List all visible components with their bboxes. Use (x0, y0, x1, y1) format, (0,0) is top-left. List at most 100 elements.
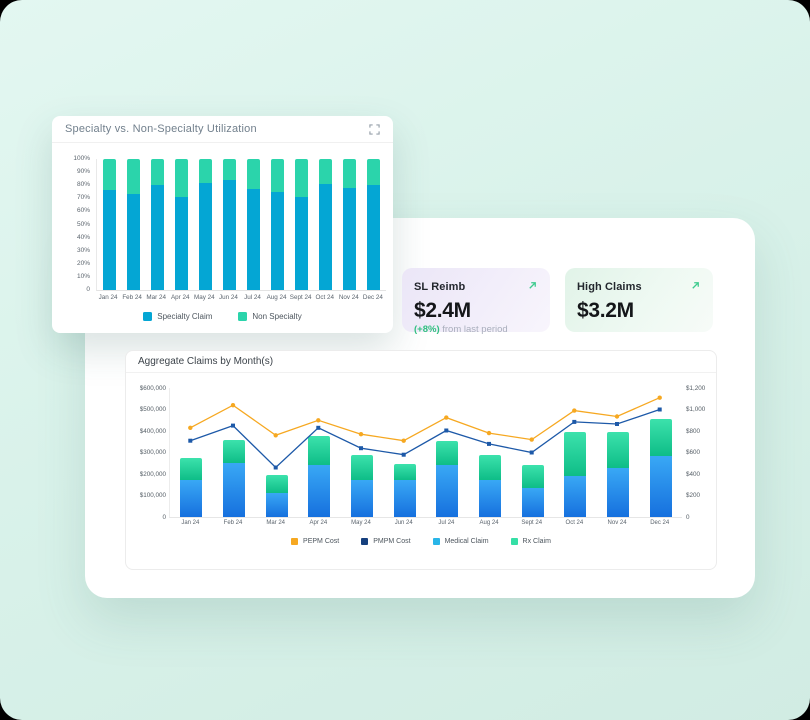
medical-claim-segment (351, 480, 374, 517)
x-tick-label: Jul 24 (244, 294, 261, 301)
x-tick-label: Nov 24 (607, 520, 627, 526)
y-tick-label: $400 (686, 470, 701, 478)
rx-claim-segment (180, 457, 203, 481)
y-tick-label: 0 (686, 513, 690, 521)
aggregate-claims-card: Aggregate Claims by Month(s) $600,000 $50… (125, 350, 717, 570)
non-specialty-segment (247, 159, 260, 190)
medical-claim-segment (393, 480, 416, 517)
stacked-bar (607, 432, 630, 517)
y-tick-label: 10% (76, 272, 90, 280)
y-tick-label: 30% (76, 246, 90, 254)
bar-group (298, 388, 341, 517)
medical-claim-segment (308, 465, 331, 517)
bar-group (169, 159, 193, 290)
y-tick-label: 60% (76, 207, 90, 215)
rx-claim-segment (308, 436, 331, 466)
aggregate-right-axis: $1,200 $1,000 $800 $600 $400 $200 0 (686, 385, 716, 521)
x-tick-label: Aug 24 (266, 294, 287, 301)
y-tick-label: $800 (686, 427, 701, 435)
bar-group (266, 159, 290, 290)
legend-label: PEPM Cost (303, 538, 340, 545)
x-tick-label: Jan 24 (98, 294, 118, 301)
non-specialty-segment (174, 159, 188, 197)
bar-group (341, 388, 384, 517)
y-tick-label: $200 (686, 492, 701, 499)
bar-group (469, 388, 512, 517)
specialty-segment (367, 185, 381, 290)
x-tick-label: Mar 24 (266, 520, 286, 526)
utilization-card-header: Specialty vs. Non-Specialty Utilization (52, 116, 393, 143)
y-tick-label: $600,000 (139, 384, 166, 392)
x-tick-label: Apr 24 (170, 294, 190, 301)
specialty-segment (102, 190, 116, 290)
stacked-bar (479, 454, 502, 517)
bar-group (639, 388, 682, 517)
x-tick-label: Dec 24 (362, 294, 383, 301)
aggregate-plot (169, 388, 682, 518)
specialty-segment (295, 197, 309, 290)
bar-group (170, 388, 213, 517)
medical-claim-segment (436, 465, 459, 517)
y-tick-label: 0 (86, 286, 90, 293)
specialty-segment (222, 179, 236, 290)
stacked-bar (436, 440, 459, 517)
legend-item: PMPM Cost (361, 538, 411, 545)
legend-item: Medical Claim (432, 538, 489, 545)
bar-group (193, 159, 217, 290)
legend-label: Specialty Claim (157, 312, 213, 321)
stat-card-top-row: SL Reimb (414, 278, 538, 296)
medical-claim-segment (265, 493, 288, 517)
x-tick-label: Sept 24 (521, 520, 543, 526)
aggregate-left-axis: $600,000 $500,000 $400,000 $300,000 $200,000… (132, 384, 166, 521)
utilization-card-title: Specialty vs. Non-Specialty Utilization (65, 123, 257, 135)
x-tick-label: Oct 24 (315, 294, 335, 301)
legend-item: Non Specialty (238, 312, 302, 321)
stacked-bar (343, 159, 357, 290)
stacked-bar (295, 159, 309, 290)
bar-group (241, 159, 265, 290)
legend-item: PEPM Cost (291, 538, 339, 545)
x-tick-label: May 24 (194, 294, 215, 301)
stacked-bar (308, 436, 331, 517)
utilization-card: Specialty vs. Non-Specialty Utilization … (52, 116, 393, 333)
stat-delta: (+8%) (414, 324, 440, 335)
y-tick-label: 50% (76, 220, 90, 228)
rx-claim-segment (607, 432, 630, 468)
stacked-bar (564, 432, 587, 517)
bar-group (597, 388, 640, 517)
y-tick-label: 100% (73, 155, 90, 162)
stat-card-top-row: High Claims (577, 278, 701, 296)
specialty-segment (198, 182, 212, 290)
stat-value: $3.2M (577, 299, 634, 322)
y-tick-label: 80% (76, 181, 90, 189)
rx-claim-segment (351, 454, 374, 481)
non-specialty-segment (367, 159, 381, 186)
stat-label: High Claims (577, 281, 642, 293)
bar-group (213, 388, 256, 517)
stacked-bar (222, 159, 236, 290)
y-tick-label: $100,000 (139, 492, 166, 499)
legend-swatch (143, 312, 153, 321)
stacked-bar (649, 419, 672, 517)
stat-card-high-claims[interactable]: High Claims $3.2M (565, 268, 713, 332)
legend-label: Medical Claim (444, 538, 489, 545)
stat-value: $2.4M (414, 299, 471, 322)
x-tick-label: Jun 24 (394, 520, 413, 526)
non-specialty-segment (343, 159, 357, 188)
x-tick-label: Aug 24 (479, 520, 499, 526)
rx-claim-segment (521, 465, 544, 488)
bar-group (554, 388, 597, 517)
y-tick-label: 70% (76, 194, 90, 202)
stat-card-sl-reimb[interactable]: SL Reimb $2.4M (+8%) from last period (402, 268, 550, 335)
non-specialty-segment (126, 159, 140, 195)
medical-claim-segment (564, 476, 587, 517)
specialty-segment (319, 183, 333, 290)
x-tick-label: Jan 24 (181, 520, 200, 526)
expand-button[interactable] (369, 123, 380, 135)
medical-claim-segment (180, 480, 203, 517)
y-tick-label: $400,000 (139, 427, 166, 435)
bar-group (383, 388, 426, 517)
y-tick-label: $600 (686, 449, 701, 456)
bar-group (362, 159, 386, 290)
utilization-y-axis: 100% 90% 80% 70% 60% 50% 40% 30% 20% 10% 0 (58, 155, 90, 293)
